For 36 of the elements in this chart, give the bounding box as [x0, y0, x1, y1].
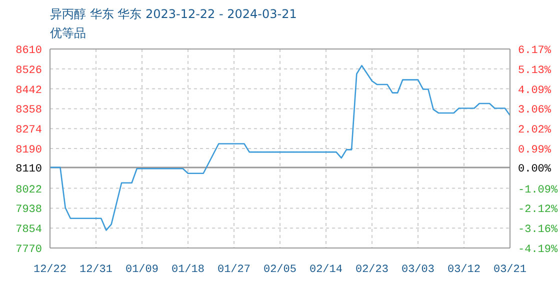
y-tick-label: 8610	[16, 45, 42, 57]
y-tick-label: 8190	[16, 144, 42, 156]
y-tick-label: 8022	[16, 184, 42, 196]
y2-tick-label: 5.13%	[518, 64, 552, 77]
y-tick-label: 8526	[16, 64, 42, 77]
y2-tick-label: -4.19%	[518, 244, 558, 256]
x-tick-label: 03/12	[447, 264, 481, 276]
y2-tick-label: 6.17%	[518, 45, 552, 57]
x-tick-label: 01/27	[217, 264, 251, 276]
y2-tick-label: 0.99%	[518, 144, 552, 156]
x-tick-label: 02/14	[309, 264, 343, 276]
x-tick-label: 12/31	[79, 264, 113, 276]
y-tick-label: 8358	[16, 104, 42, 117]
x-tick-label: 01/18	[171, 264, 205, 276]
y2-tick-label: -1.09%	[518, 184, 558, 196]
y-tick-label: 8110	[16, 163, 42, 176]
y2-tick-label: 3.06%	[518, 104, 552, 117]
y2-tick-label: -2.12%	[518, 204, 558, 216]
y-tick-label: 8442	[16, 84, 42, 97]
x-tick-label: 12/22	[33, 264, 67, 276]
line-series	[50, 64, 510, 231]
x-tick-label: 03/21	[493, 264, 527, 276]
chart-title: 异丙醇 华东 华东 2023-12-22 - 2024-03-21	[50, 6, 297, 23]
y-tick-label: 7854	[16, 224, 42, 236]
y2-tick-label: 0.00%	[518, 164, 552, 176]
y2-tick-label: -3.16%	[518, 224, 558, 236]
y-tick-label: 8274	[16, 124, 42, 137]
y2-tick-label: 2.02%	[518, 124, 552, 137]
y-tick-label: 7770	[16, 244, 42, 256]
x-tick-label: 02/05	[263, 264, 297, 276]
x-tick-label: 02/23	[355, 264, 389, 276]
x-tick-label: 01/09	[125, 264, 159, 276]
chart-subtitle: 优等品	[50, 25, 86, 42]
y2-tick-label: 4.09%	[518, 84, 552, 97]
x-tick-label: 03/03	[401, 264, 435, 276]
y-tick-label: 7938	[16, 204, 42, 216]
